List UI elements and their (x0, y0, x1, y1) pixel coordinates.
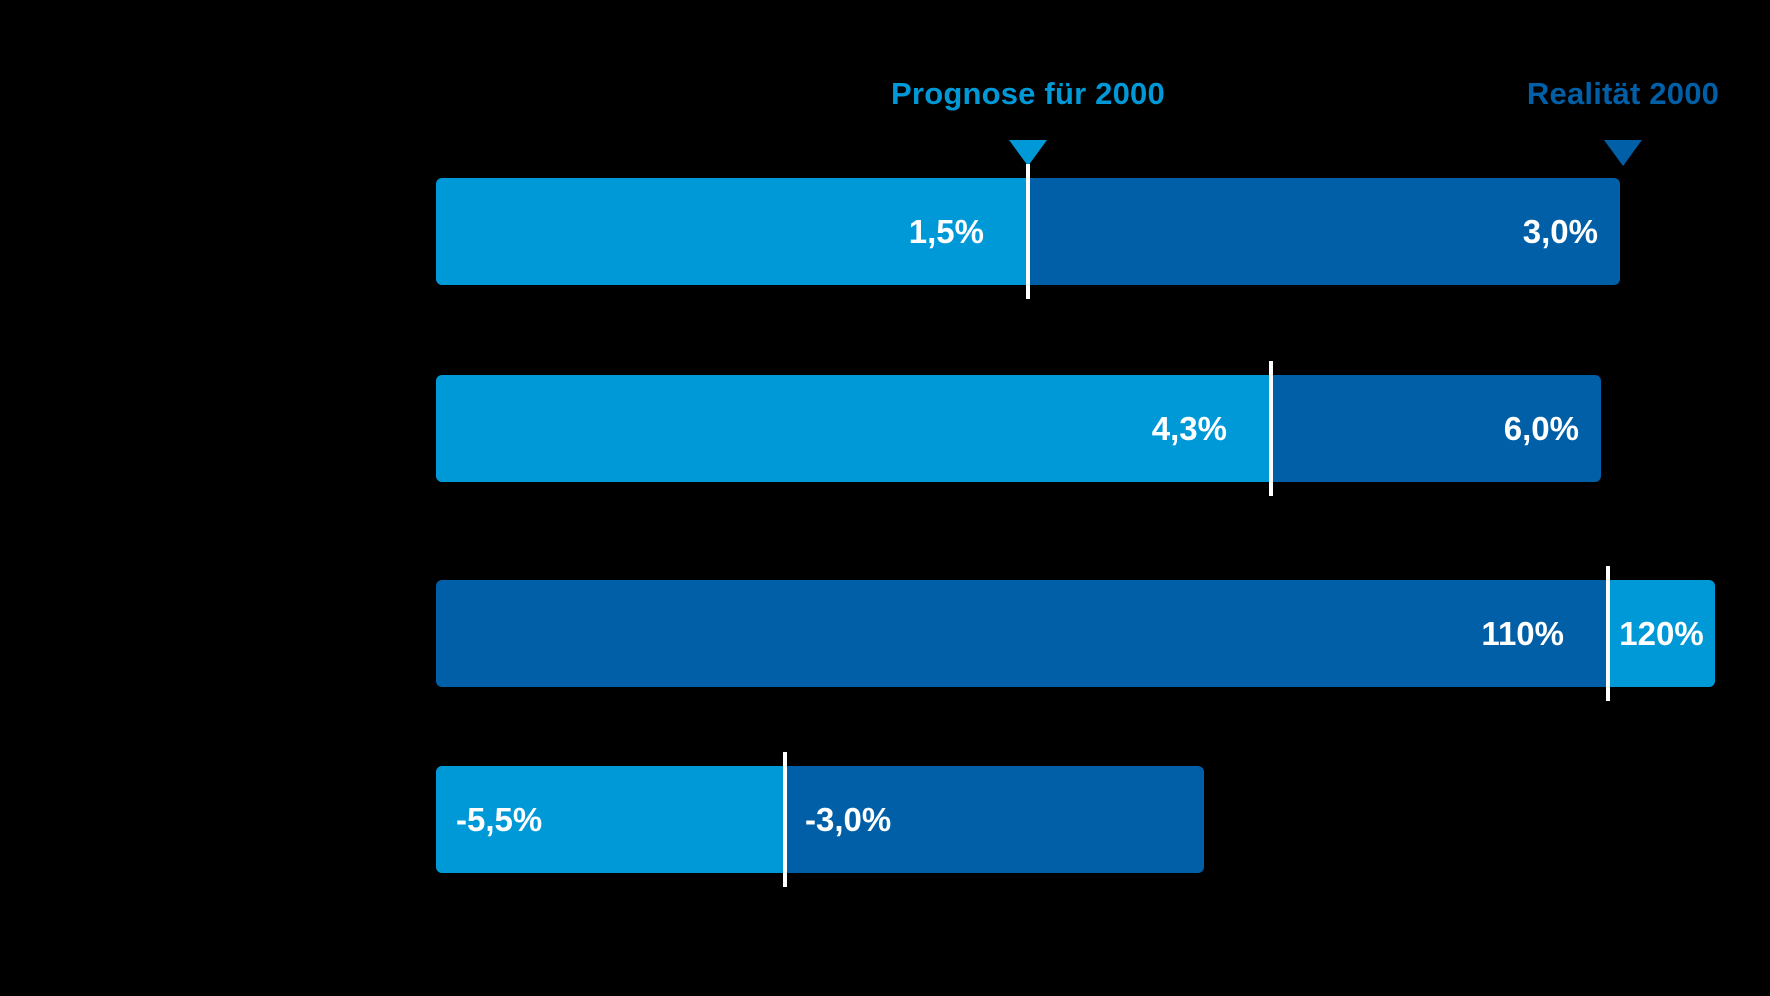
bar-segment-realitaet: -3,0% (785, 766, 1204, 873)
bar-value-label: -3,0% (805, 800, 892, 838)
bar-segment-realitaet: 6,0% (1271, 375, 1601, 482)
bar-value-label: 1,5% (908, 212, 984, 250)
bar-value-label: 120% (1619, 614, 1704, 652)
bar-segment-realitaet: 3,0% (1028, 178, 1620, 285)
legend-realitaet-label: Realität 2000 (1526, 76, 1720, 111)
bar-segment-prognose: 4,3% (436, 375, 1271, 482)
prognose-triangle-down-icon (1009, 140, 1047, 166)
bar-value-label: 6,0% (1503, 409, 1579, 447)
bar-segment-prognose: -5,5% (436, 766, 785, 873)
legend-prognose-label: Prognose für 2000 (891, 76, 1165, 111)
bar-segment-prognose: 1,5% (436, 178, 1028, 285)
bar-segment-prognose: 120% (1608, 580, 1715, 687)
bar-value-label: -5,5% (456, 800, 543, 838)
bar-row: 110% 120% (436, 566, 1736, 701)
bar-value-label: 110% (1481, 614, 1564, 652)
marker-line (1606, 566, 1610, 701)
bar-row: 4,3% 6,0% (436, 361, 1736, 496)
marker-line (783, 752, 787, 887)
bar-segment-realitaet: 110% (436, 580, 1608, 687)
marker-line (1026, 164, 1030, 299)
bar-value-label: 3,0% (1522, 212, 1598, 250)
marker-line (1269, 361, 1273, 496)
bar-row: 1,5% 3,0% (436, 164, 1736, 299)
bar-row: -5,5% -3,0% (436, 752, 1736, 887)
bar-value-label: 4,3% (1151, 409, 1227, 447)
realitaet-triangle-down-icon (1604, 140, 1642, 166)
